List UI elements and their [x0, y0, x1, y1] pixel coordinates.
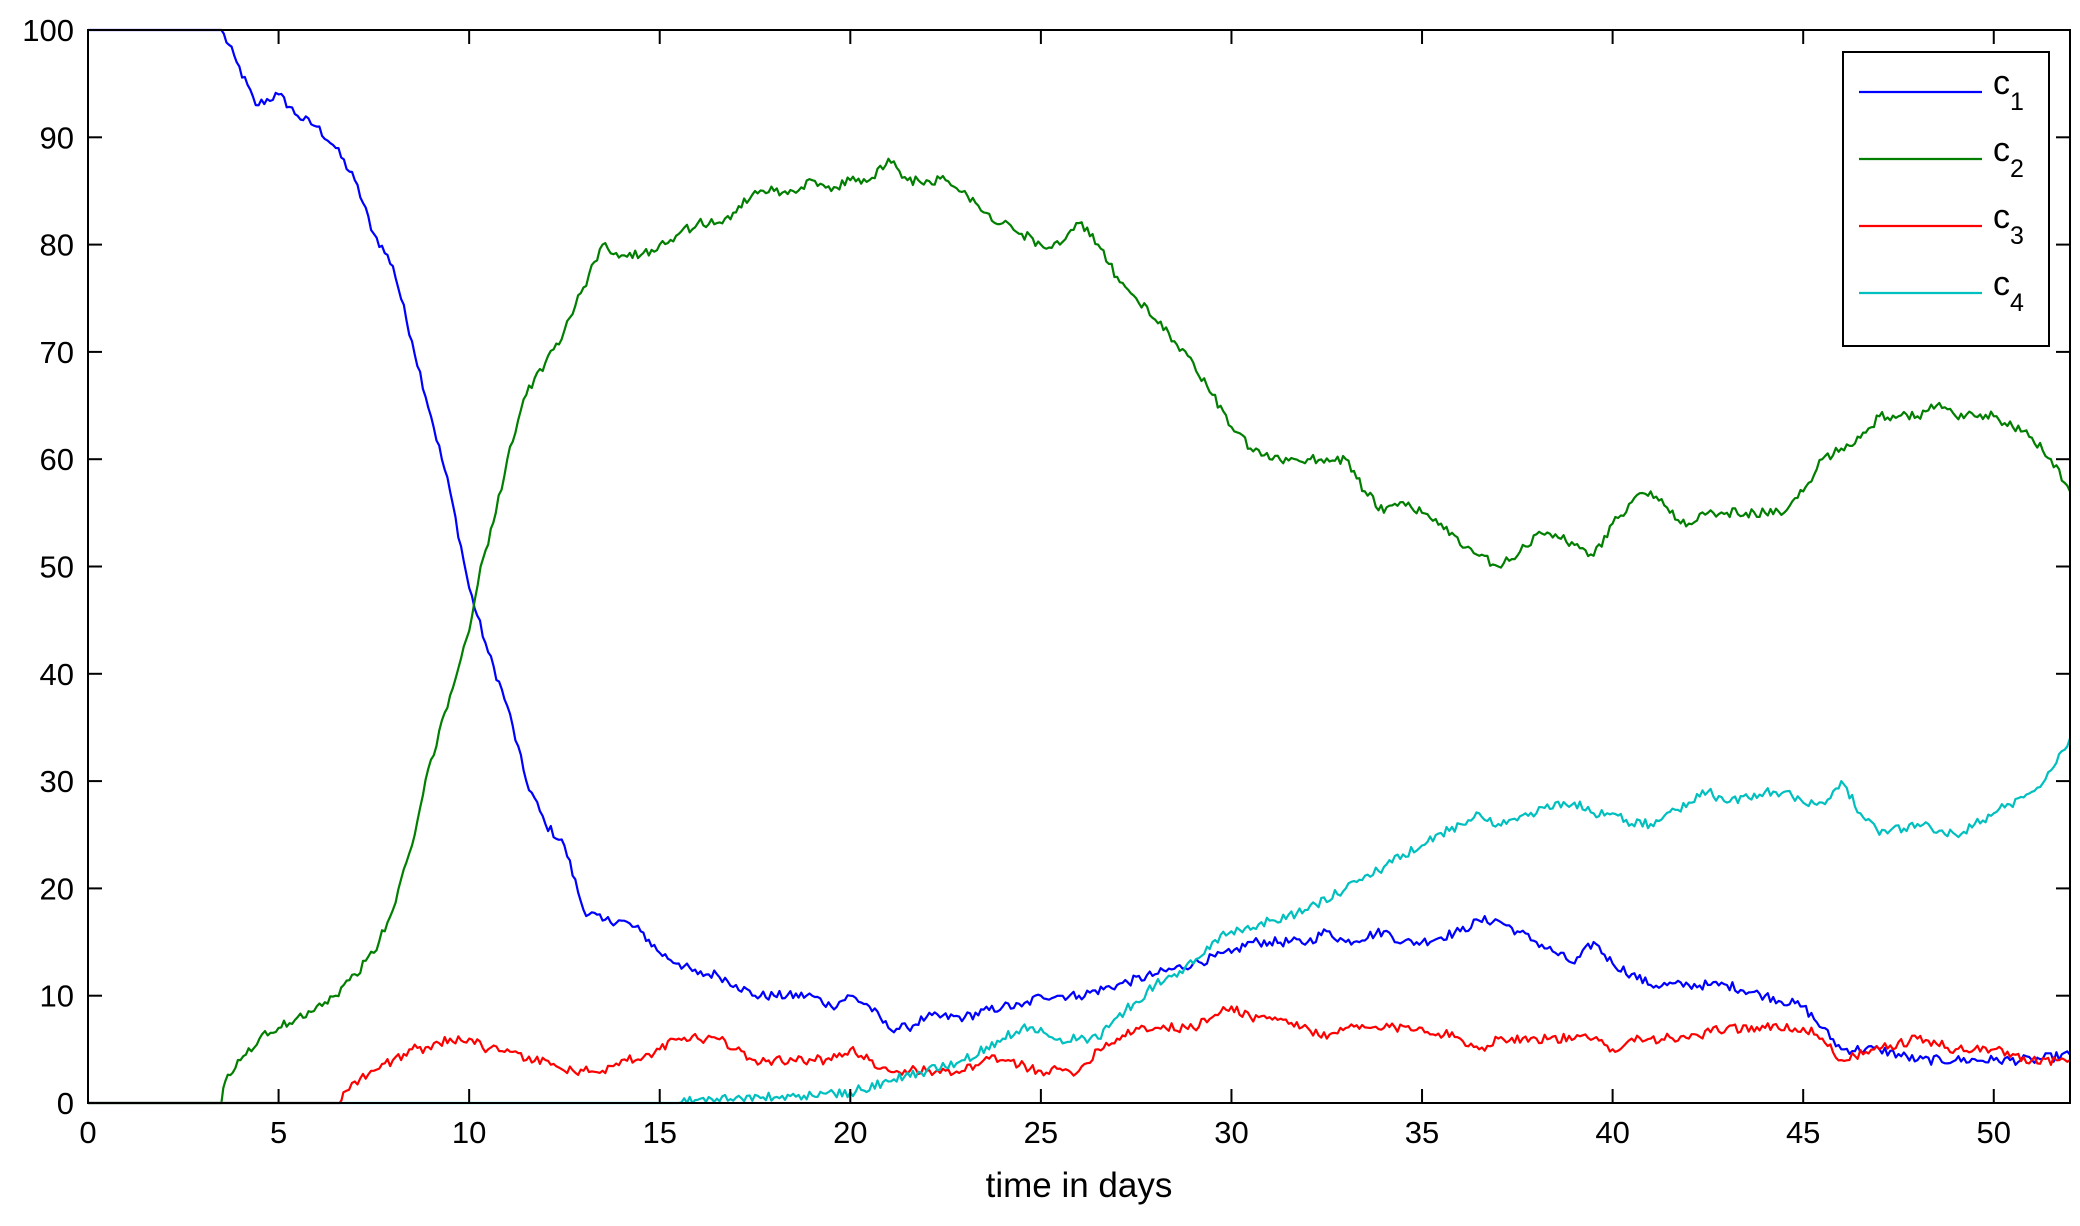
series-line-c1: [88, 28, 2071, 1066]
x-tick-label: 45: [1786, 1115, 1820, 1150]
series-line-c2: [88, 157, 2071, 1105]
series-layer: [88, 28, 2072, 1105]
y-tick-label: 70: [40, 335, 74, 370]
y-tick-label: 20: [40, 871, 74, 906]
y-tick-label: 50: [40, 550, 74, 585]
plot-area-background: [88, 30, 2070, 1103]
y-tick-label: 80: [40, 228, 74, 263]
y-tick-label: 30: [40, 764, 74, 799]
x-tick-label: 35: [1405, 1115, 1439, 1150]
y-tick-label: 10: [40, 979, 74, 1014]
x-tick-label: 40: [1595, 1115, 1629, 1150]
x-tick-label: 5: [270, 1115, 287, 1150]
x-tick-label: 0: [79, 1115, 96, 1150]
x-axis-label: time in days: [986, 1166, 1173, 1205]
x-tick-label: 25: [1024, 1115, 1058, 1150]
x-tick-label: 30: [1214, 1115, 1248, 1150]
y-tick-label: 100: [22, 13, 74, 48]
y-tick-label: 40: [40, 657, 74, 692]
x-tick-label: 15: [642, 1115, 676, 1150]
y-tick-label: 0: [57, 1086, 74, 1121]
series-line-c4: [88, 737, 2072, 1105]
y-tick-label: 60: [40, 442, 74, 477]
ticks-layer: 0 5 10 15 20 25 30 35 40 45 50 0 10 20 30 40 50 60 70 80 90 1…: [22, 13, 2070, 1150]
series-line-c3: [88, 1005, 2071, 1105]
x-tick-label: 20: [833, 1115, 867, 1150]
x-tick-label: 10: [452, 1115, 486, 1150]
x-tick-label: 50: [1977, 1115, 2011, 1150]
y-tick-label: 90: [40, 120, 74, 155]
legend-box: [1842, 51, 2050, 347]
